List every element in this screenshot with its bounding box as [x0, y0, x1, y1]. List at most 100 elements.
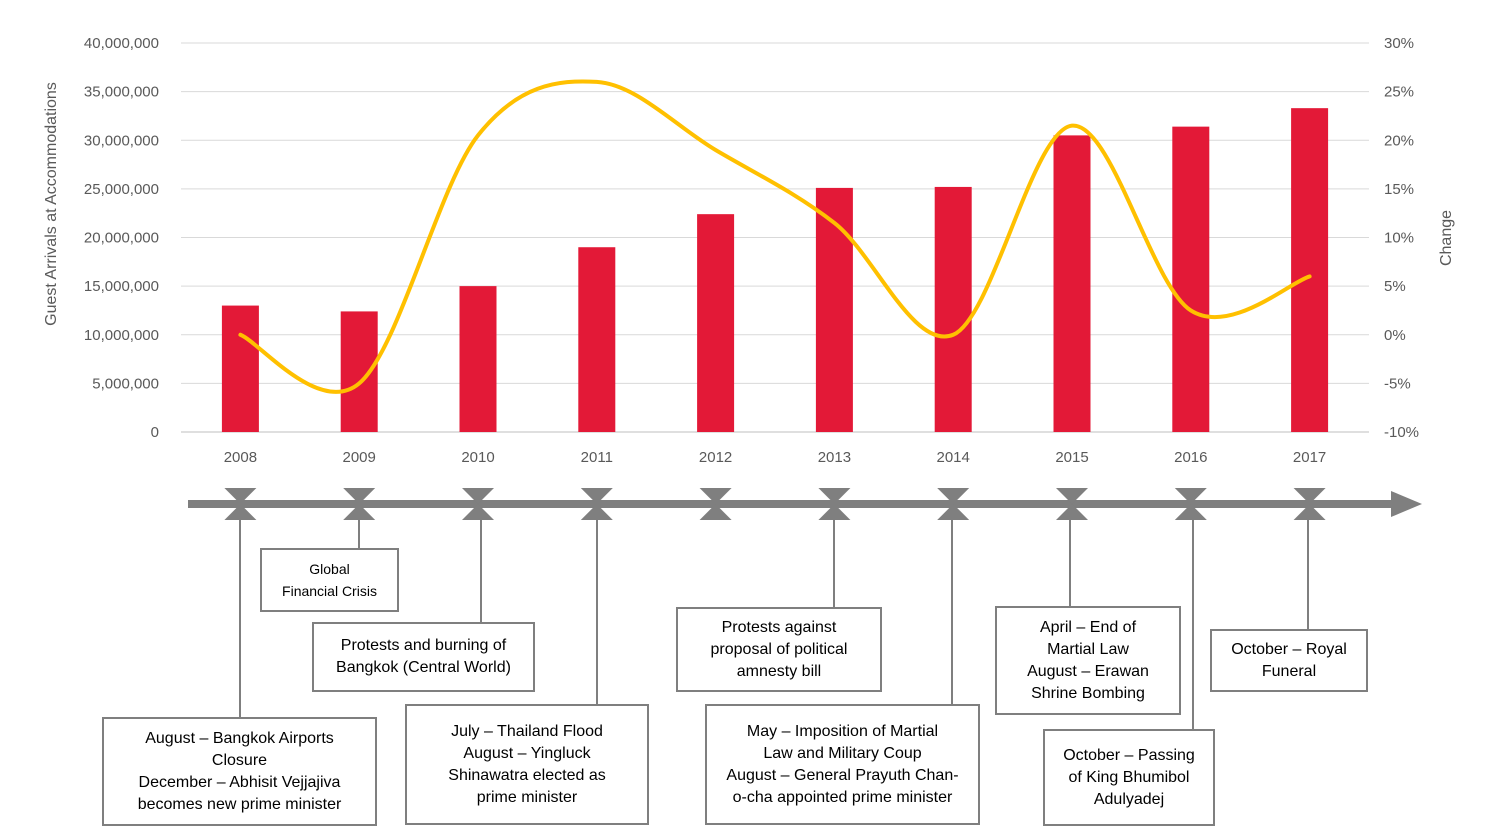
timeline-marker-top: [343, 488, 376, 504]
x-tick-label: 2008: [224, 449, 257, 466]
bar: [340, 311, 378, 432]
y-left-tick-label: 20,000,000: [84, 230, 159, 247]
timeline-marker-bottom: [1293, 504, 1326, 520]
y-axis-left-title: Guest Arrivals at Accommodations: [43, 82, 60, 326]
event-box-2011: July – Thailand Flood August – Yingluck Sh…: [405, 704, 649, 825]
y-left-tick-label: 10,000,000: [84, 327, 159, 344]
event-box-2016: October – Passing of King Bhumibol Adulyad…: [1043, 729, 1215, 826]
y-right-tick-label: 20%: [1384, 132, 1414, 149]
y-left-tick-label: 30,000,000: [84, 132, 159, 149]
event-text-line: April – End of: [1039, 618, 1137, 636]
timeline-marker-bottom: [1174, 504, 1207, 520]
event-text-line: Martial Law: [1047, 640, 1129, 658]
bar: [1172, 126, 1210, 432]
y-right-tick-label: 15%: [1384, 181, 1414, 198]
y-right-tick-label: -5%: [1384, 375, 1411, 392]
timeline-marker-top: [699, 488, 732, 504]
x-tick-label: 2015: [1055, 449, 1088, 466]
event-box-2008: August – Bangkok Airports Closure December…: [102, 717, 377, 826]
timeline-marker-bottom: [462, 504, 494, 520]
change-line: [238, 79, 1312, 394]
timeline-marker-top: [1174, 488, 1207, 504]
bar: [221, 305, 259, 432]
timeline-marker-top: [818, 488, 851, 504]
event-box-2013: Protests against proposal of political amn…: [676, 607, 882, 692]
y-axis-left-ticks: 0 5,000,000 10,000,000 15,000,000 20,000,000…: [84, 35, 159, 441]
y-left-tick-label: 25,000,000: [84, 181, 159, 198]
event-text-line: prime minister: [476, 788, 578, 806]
event-text-line: Shinawatra elected as: [448, 766, 606, 784]
timeline-marker-bottom: [1056, 504, 1088, 520]
y-right-tick-label: 30%: [1384, 35, 1414, 52]
bar: [1053, 135, 1091, 432]
event-text-line: October – Royal: [1231, 640, 1347, 658]
y-right-tick-label: 0%: [1384, 327, 1406, 344]
y-left-tick-label: 35,000,000: [84, 84, 159, 101]
timeline-marker-top: [1293, 488, 1326, 504]
event-text-line: Bangkok (Central World): [336, 659, 511, 676]
bar: [697, 214, 735, 432]
y-right-tick-label: 5%: [1384, 278, 1406, 295]
event-text-line: Global: [309, 561, 350, 577]
event-text-line: August – Bangkok Airports: [145, 729, 334, 747]
event-box-2015: April – End of Martial Law August – Erawan…: [995, 606, 1181, 715]
event-text-line: Adulyadej: [1093, 790, 1165, 808]
event-box-2014: May – Imposition of Martial Law and Milit…: [705, 704, 980, 825]
y-axis-right-ticks: -10% -5% 0% 5% 10% 15% 20% 25% 30%: [1384, 35, 1419, 441]
timeline: [188, 488, 1422, 729]
y-right-tick-label: 10%: [1384, 230, 1414, 247]
y-left-tick-label: 40,000,000: [84, 35, 159, 52]
x-axis-ticks: 2008 2009 2010 2011 2012 2013 2014 2015 2016 2017: [224, 449, 1327, 466]
y-left-tick-label: 0: [151, 424, 159, 441]
event-text-line: August – Erawan: [1027, 662, 1149, 680]
event-text-line: o-cha appointed prime minister: [732, 788, 953, 806]
bar: [578, 247, 616, 432]
y-right-tick-label: 25%: [1384, 84, 1414, 101]
bar: [459, 286, 497, 432]
timeline-marker-top: [462, 488, 494, 504]
y-left-tick-label: 5,000,000: [92, 375, 159, 392]
timeline-marker-bottom: [699, 504, 732, 520]
event-box-2017: October – Royal Funeral: [1210, 629, 1368, 692]
event-text-line: Financial Crisis: [282, 583, 377, 599]
timeline-marker-bottom: [937, 504, 970, 520]
x-tick-label: 2017: [1293, 449, 1326, 466]
event-text-line: October – Passing: [1063, 746, 1195, 764]
bar: [1291, 108, 1329, 432]
bar: [815, 187, 853, 432]
bar-series: [221, 108, 1329, 432]
event-text-line: December – Abhisit Vejjajiva: [138, 773, 341, 791]
gridlines: [181, 42, 1369, 433]
event-box-2010: Protests and burning of Bangkok (Central …: [312, 622, 535, 692]
timeline-marker-top: [937, 488, 970, 504]
event-text-line: proposal of political: [710, 640, 848, 658]
event-text-line: May – Imposition of Martial: [746, 722, 939, 740]
x-tick-label: 2014: [937, 449, 970, 466]
change-line-series: [238, 79, 1312, 394]
event-text-line: Closure: [211, 751, 268, 769]
y-right-tick-label: -10%: [1384, 424, 1419, 441]
event-text-line: becomes new prime minister: [137, 795, 342, 813]
event-text-line: August – Yingluck: [463, 744, 591, 762]
event-text-line: Law and Military Coup: [763, 744, 922, 762]
event-text-line: Protests and burning of: [340, 637, 507, 654]
timeline-marker-top: [1056, 488, 1088, 504]
event-text-line: Shrine Bombing: [1031, 684, 1145, 702]
x-tick-label: 2016: [1174, 449, 1207, 466]
x-tick-label: 2010: [461, 449, 494, 466]
event-text-line: amnesty bill: [736, 662, 822, 680]
event-text-line: Protests against: [721, 618, 837, 636]
bar: [934, 186, 972, 432]
y-axis-right-title: Change: [1438, 210, 1455, 266]
event-text-line: July – Thailand Flood: [451, 722, 603, 740]
timeline-marker-top: [580, 488, 613, 504]
timeline-arrowhead: [1391, 491, 1422, 517]
event-text-line: Funeral: [1261, 662, 1317, 680]
x-tick-label: 2009: [343, 449, 376, 466]
y-left-tick-label: 15,000,000: [84, 278, 159, 295]
event-text-line: of King Bhumibol: [1068, 768, 1190, 786]
x-tick-label: 2012: [699, 449, 732, 466]
event-box-2009: Global Financial Crisis: [260, 548, 399, 612]
x-tick-label: 2011: [581, 449, 613, 466]
